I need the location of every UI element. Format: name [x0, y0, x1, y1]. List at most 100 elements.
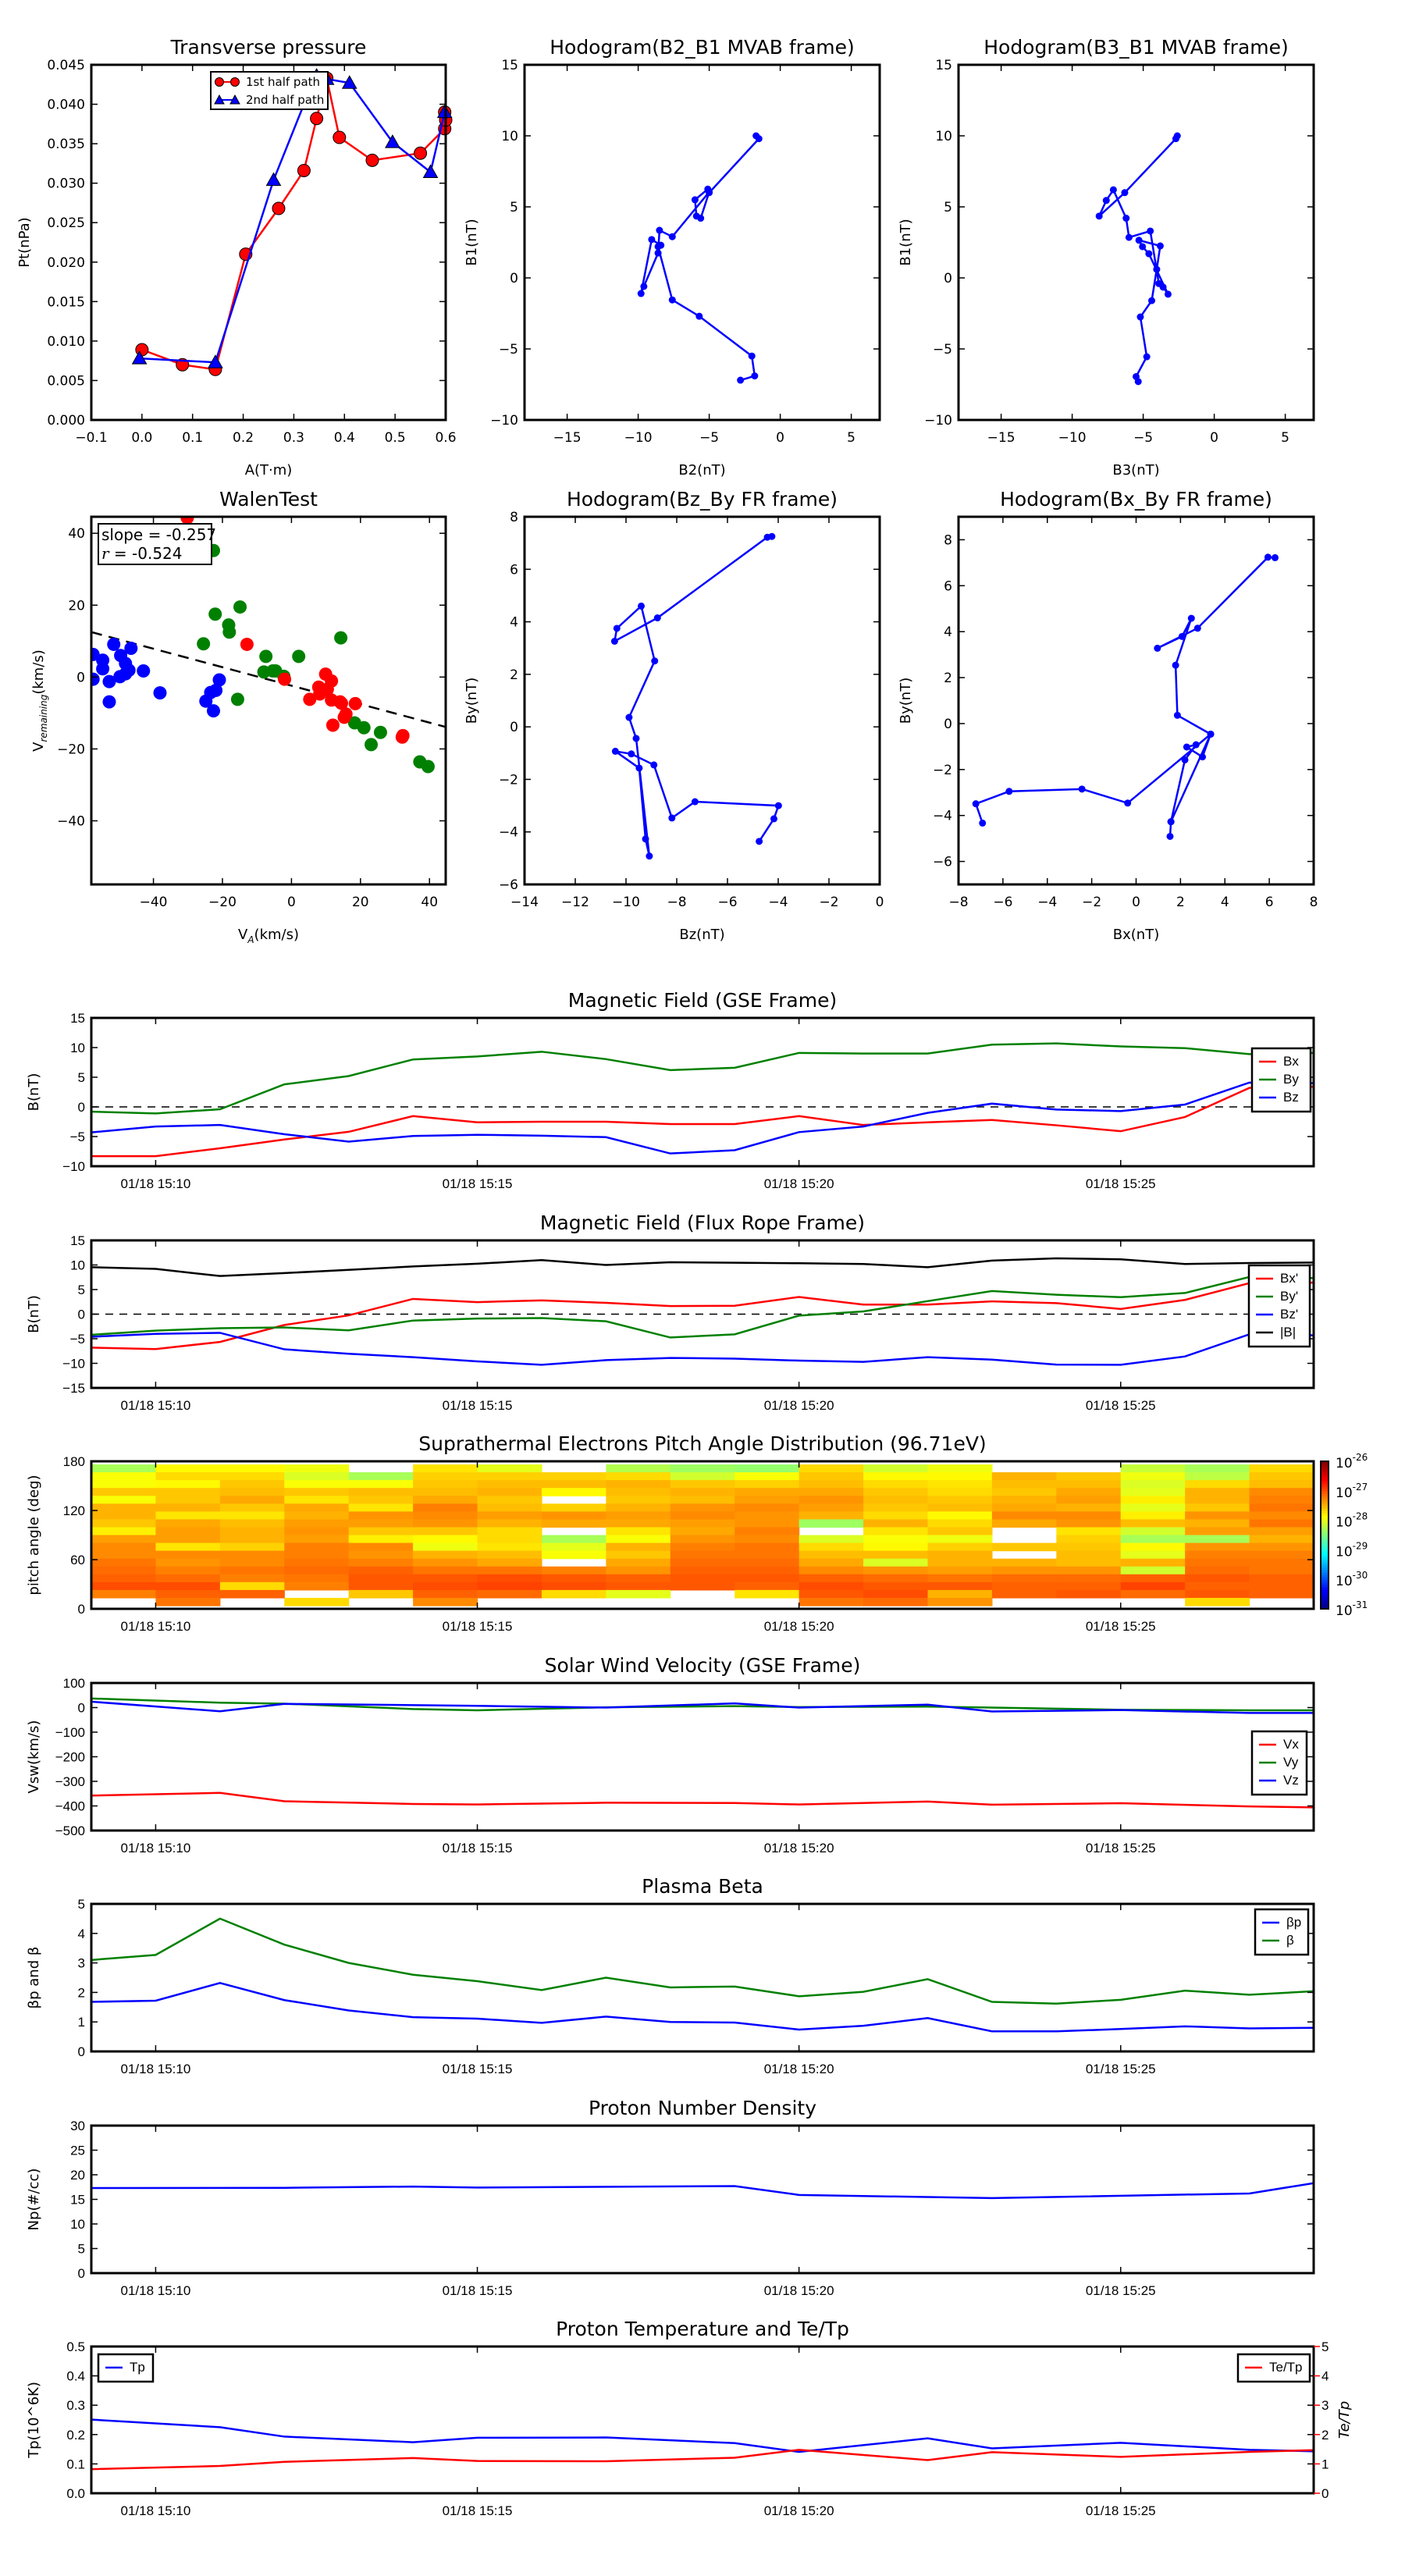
- heatmap-cell: [219, 1511, 285, 1520]
- y-tick-label: 6: [510, 562, 518, 578]
- colorbar-segment: [1321, 1554, 1329, 1558]
- series-line: [91, 2182, 1314, 2200]
- chart-temp: Proton Temperature and Te/Tp 0.0 0.1 0.2 0.3…: [26, 2318, 1353, 2518]
- data-point: [1122, 215, 1130, 222]
- series-line: [1098, 135, 1179, 382]
- series-line: [91, 1085, 1314, 1158]
- right-y-tick-label: 4: [1321, 2369, 1329, 2384]
- y-tick-label: −100: [55, 1725, 85, 1740]
- y-axis-label: Pt(nPa): [16, 217, 33, 267]
- x-tick-label: −40: [140, 895, 168, 910]
- heatmap-cell: [541, 1535, 606, 1544]
- data-point: [1078, 785, 1086, 793]
- data-point: [979, 819, 987, 827]
- colorbar-segment: [1321, 1603, 1329, 1607]
- heatmap-cell: [670, 1566, 735, 1575]
- heatmap-cell: [1249, 1472, 1314, 1481]
- series-Tp: [91, 2418, 1314, 2453]
- heatmap-cell: [477, 1511, 542, 1520]
- heatmap-cell: [348, 1503, 414, 1512]
- colorbar-tick-label: 10-26: [1336, 1452, 1368, 1471]
- heatmap-cell: [348, 1566, 414, 1575]
- y-tick-label: 5: [78, 2242, 85, 2257]
- heatmap-cell: [991, 1574, 1057, 1583]
- label-main: V: [238, 927, 248, 943]
- heatmap-cell: [735, 1542, 800, 1552]
- y-tick-label: 5: [78, 1283, 85, 1297]
- chart-hodo-b3b1: Hodogram(B3_B1 MVAB frame) −10 −5 0 5 10 15 −15…: [898, 36, 1315, 479]
- heatmap-cell: [991, 1542, 1057, 1552]
- x-tick-label: −6: [717, 895, 737, 910]
- heatmap-cell: [155, 1480, 221, 1489]
- heatmap-cell: [1249, 1496, 1314, 1504]
- heatmap-cell: [863, 1582, 929, 1591]
- data-point: [1125, 233, 1133, 241]
- heatmap-cell: [1056, 1488, 1122, 1496]
- colorbar-segment: [1321, 1577, 1329, 1580]
- y-tick-label: 30: [70, 2119, 85, 2133]
- data-point: [628, 750, 635, 758]
- y-tick-label: −10: [924, 413, 952, 429]
- time-tick-label: 01/18 15:10: [121, 2283, 191, 2298]
- heatmap-cell: [1120, 1566, 1186, 1575]
- x-tick-label: 0: [1210, 430, 1218, 446]
- time-tick-label: 01/18 15:20: [764, 1841, 834, 1856]
- x-axis-label: Bx(nT): [1113, 927, 1159, 943]
- data-point: [1109, 186, 1117, 194]
- legend-label: By': [1280, 1289, 1298, 1304]
- colorbar-segment: [1321, 1485, 1329, 1489]
- heatmap-cell: [541, 1574, 606, 1583]
- heatmap-cell: [735, 1488, 800, 1496]
- heatmap-cell: [413, 1527, 478, 1536]
- x-tick-label: −12: [561, 895, 589, 910]
- data-point: [1135, 237, 1143, 244]
- heatmap-cell: [1185, 1550, 1250, 1560]
- colorbar-segment: [1321, 1493, 1329, 1496]
- y-tick-label: 0.035: [47, 137, 85, 152]
- series-green-group: [197, 543, 435, 774]
- heatmap-cell: [927, 1496, 993, 1504]
- data-point: [325, 674, 339, 688]
- y-tick-label: 0.5: [66, 2339, 85, 2354]
- data-point: [365, 738, 379, 752]
- time-tick-label: 01/18 15:15: [443, 2062, 513, 2076]
- data-point: [122, 664, 136, 678]
- data-point: [1166, 832, 1174, 840]
- heatmap-cell: [155, 1542, 221, 1552]
- y-tick-label: −5: [70, 1332, 85, 1347]
- series-first-half-path: [135, 71, 453, 376]
- heatmap-cell: [927, 1550, 993, 1560]
- series-line: [91, 1276, 1314, 1339]
- chart-b-gse: Magnetic Field (GSE Frame) −10 −5 0 5 10 15 01/…: [26, 989, 1315, 1191]
- tick-base: 10: [1336, 1456, 1353, 1471]
- heatmap-cell: [219, 1566, 285, 1575]
- heatmap-cell: [413, 1503, 478, 1512]
- data-point: [640, 283, 648, 290]
- chart-beta: Plasma Beta 0 1 2 3 4 5 01/18 15:10 01/18 15:15 0…: [26, 1875, 1315, 2076]
- time-tick-label: 01/18 15:20: [764, 1398, 834, 1413]
- heatmap-cell: [670, 1535, 735, 1544]
- colorbar-segment: [1321, 1490, 1329, 1494]
- series-line: [613, 535, 781, 856]
- heatmap-cell: [863, 1550, 929, 1560]
- y-tick-label: −500: [55, 1823, 85, 1838]
- y-tick-label: 4: [510, 615, 518, 631]
- heatmap-cell: [927, 1574, 993, 1583]
- data-point: [654, 243, 662, 251]
- heatmap-cell: [91, 1519, 157, 1528]
- chart-b-fr: Magnetic Field (Flux Rope Frame) −15 −10 −5…: [26, 1212, 1315, 1413]
- heatmap-cell: [477, 1496, 542, 1504]
- y-tick-label: 0.4: [66, 2369, 85, 2384]
- heatmap-cell: [477, 1519, 542, 1528]
- heatmap-cell: [413, 1558, 478, 1567]
- data-point: [1139, 243, 1147, 251]
- heatmap-cell: [1185, 1472, 1250, 1481]
- heatmap-cell: [284, 1597, 350, 1606]
- heatmap-cell: [1120, 1589, 1186, 1599]
- legend-box: [1247, 1264, 1311, 1348]
- heatmap-cell: [735, 1480, 800, 1489]
- heatmap-cell: [863, 1597, 929, 1606]
- x-tick-label: −10: [612, 895, 640, 910]
- time-tick-label: 01/18 15:15: [443, 1176, 513, 1191]
